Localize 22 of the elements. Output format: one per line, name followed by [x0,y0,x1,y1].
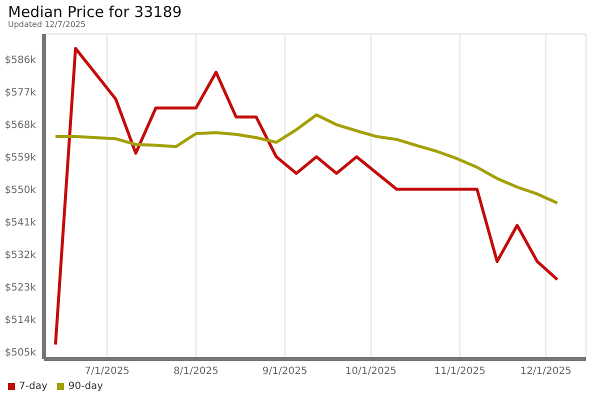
y-tick-label: $586k [4,54,36,66]
x-tick-label: 9/1/2025 [262,366,308,378]
y-tick-label: $505k [4,347,36,358]
chart-subtitle: Updated 12/7/2025 [8,20,87,30]
x-tick-label: 10/1/2025 [345,366,397,378]
chart-title: Median Price for 33189 [8,3,183,21]
y-tick-label: $568k [4,120,36,131]
line-series [54,46,559,346]
x-tick-label: 12/1/2025 [520,366,572,378]
y-tick-label: $514k [4,314,36,326]
y-tick-label: $541k [4,217,36,228]
x-tick-label: 11/1/2025 [434,366,486,378]
y-tick-label: $559k [4,152,36,164]
y-tick-label: $523k [4,282,36,294]
y-tick-label: $550k [4,184,36,196]
y-tick-label: $532k [4,250,36,261]
x-tick-label: 7/1/2025 [84,366,130,378]
legend-label: 7-day [19,381,48,392]
x-tick-label: 8/1/2025 [174,366,218,378]
legend-label: 90-day [68,381,104,392]
y-tick-label: $577k [4,87,36,98]
line-series [54,113,559,204]
